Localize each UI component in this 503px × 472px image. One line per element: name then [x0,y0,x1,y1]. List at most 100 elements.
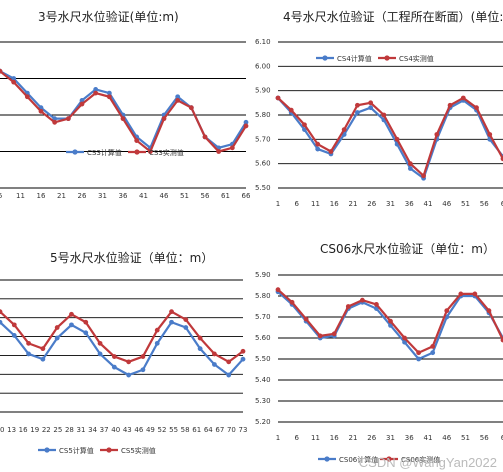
x-tick-label: 52 [158,426,167,434]
data-point [240,356,246,362]
data-point [275,287,281,293]
data-point [140,354,146,359]
x-tick-label: 46 [160,192,169,200]
legend-label: CS4计算值 [337,54,372,63]
legend-marker [44,447,50,453]
x-tick-label: 31 [386,200,395,208]
data-point [328,149,334,154]
data-point [460,95,466,101]
data-point [175,94,181,100]
data-point [106,90,112,96]
data-point [83,330,89,336]
x-tick-label: 21 [349,200,358,208]
data-point [421,173,426,179]
y-tick-label: 6.00 [255,62,271,70]
data-point [430,344,436,349]
data-point [161,116,167,122]
data-point [126,372,132,378]
data-point [240,348,246,354]
x-tick-label: 55 [169,426,178,434]
x-tick-label: 6 [501,200,503,208]
chart-5-title: 5号水尺水位验证（单位：m） [50,250,213,265]
watermark: CSDN @WangYan2022 [358,455,497,470]
y-tick-label: 5.20 [255,418,271,426]
data-point [0,68,3,74]
data-point [486,308,492,314]
chart-4-title: 4号水尺水位验证（工程所在断面）(单位: [283,9,503,24]
x-tick-label: 56 [480,200,489,208]
series-line [277,96,503,178]
data-point [394,136,400,142]
chart-3-title: 3号水尺水位验证(单位:m) [38,9,179,24]
x-tick-label: 46 [442,200,451,208]
x-tick-label: 1 [276,200,280,208]
x-tick-label: 10 [0,426,4,434]
data-point [54,325,60,330]
legend-label: CS3计算值 [87,148,122,157]
y-tick-label: 5.30 [255,397,271,405]
data-point [355,110,360,115]
data-point [11,333,17,338]
x-tick-label: 49 [146,426,155,434]
data-point [169,309,174,315]
x-tick-label: 21 [349,434,358,442]
data-point [331,331,337,337]
x-tick-label: 73 [239,426,248,434]
x-tick-label: 43 [123,426,132,434]
data-point [402,339,407,345]
data-point [243,119,249,125]
data-point [474,105,479,111]
data-point [40,356,46,362]
data-point [0,309,3,315]
x-tick-label: 36 [405,434,414,442]
x-tick-label: 51 [461,434,470,442]
data-point [500,337,503,343]
x-tick-label: 16 [19,426,28,434]
data-point [154,327,160,333]
data-point [38,108,44,114]
x-tick-label: 16 [330,434,339,442]
legend-marker [384,55,390,61]
data-point [175,98,181,103]
data-point [487,132,493,137]
data-point [341,127,347,132]
data-point [226,372,232,378]
x-tick-label: 6 [501,434,503,442]
data-point [374,302,379,307]
data-point [472,291,478,297]
data-point [212,351,217,357]
x-tick-label: 41 [139,192,148,200]
x-tick-label: 46 [442,434,451,442]
x-tick-label: 21 [57,192,66,200]
data-point [11,322,17,328]
data-point [183,317,189,322]
data-point [0,319,3,325]
x-tick-label: 25 [53,426,62,434]
data-point [24,94,30,100]
y-tick-label: 5.50 [255,355,271,363]
x-tick-label: 22 [42,426,51,434]
data-point [447,102,453,108]
x-tick-label: 36 [119,192,128,200]
x-tick-label: 28 [65,426,74,434]
x-tick-label: 40 [111,426,120,434]
data-point [444,308,450,314]
x-tick-label: 26 [367,200,376,208]
data-point [388,318,393,324]
series-line [0,320,244,377]
x-tick-label: 16 [37,192,46,200]
data-point [359,297,365,303]
data-point [26,340,31,346]
chart-cs06-title: CS06水尺水位验证（单位：m） [320,241,495,256]
y-tick-label: 5.60 [255,334,271,342]
data-point [79,98,85,103]
legend-label: CS5计算值 [59,446,94,455]
series-line [0,70,247,150]
x-tick-label: 6 [0,192,3,200]
data-point [147,149,153,154]
data-point [275,95,281,101]
x-tick-label: 41 [424,200,433,208]
data-point [289,299,295,305]
x-tick-label: 67 [215,426,224,434]
